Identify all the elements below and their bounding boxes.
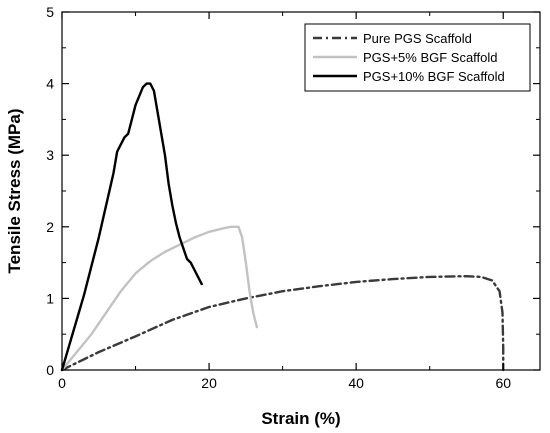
x-axis-title: Strain (%) bbox=[261, 409, 340, 428]
x-tick-label: 0 bbox=[58, 375, 66, 391]
series-line-0 bbox=[60, 275, 505, 372]
tick-marks bbox=[61, 11, 540, 371]
y-tick-label: 4 bbox=[46, 76, 54, 92]
legend-label-pgs-5-bgf: PGS+5% BGF Scaffold bbox=[363, 50, 498, 65]
x-tick-label: 40 bbox=[348, 375, 364, 391]
plot-area bbox=[60, 82, 505, 372]
y-axis-title: Tensile Stress (MPa) bbox=[5, 108, 24, 273]
series-line-1 bbox=[60, 225, 259, 372]
x-tick-label: 60 bbox=[495, 375, 511, 391]
legend: Pure PGS Scaffold PGS+5% BGF Scaffold PG… bbox=[304, 23, 531, 92]
y-tick-label: 5 bbox=[46, 4, 54, 20]
y-tick-label: 0 bbox=[46, 362, 54, 378]
legend-label-pgs-10-bgf: PGS+10% BGF Scaffold bbox=[363, 69, 505, 84]
tick-labels: 0 20 40 60 0 1 2 3 4 5 bbox=[46, 4, 511, 391]
y-tick-label: 3 bbox=[46, 147, 54, 163]
y-tick-label: 1 bbox=[46, 290, 54, 306]
x-tick-label: 20 bbox=[201, 375, 217, 391]
series-line-2 bbox=[60, 82, 203, 372]
y-tick-label: 2 bbox=[46, 219, 54, 235]
legend-label-pure-pgs: Pure PGS Scaffold bbox=[363, 31, 472, 46]
